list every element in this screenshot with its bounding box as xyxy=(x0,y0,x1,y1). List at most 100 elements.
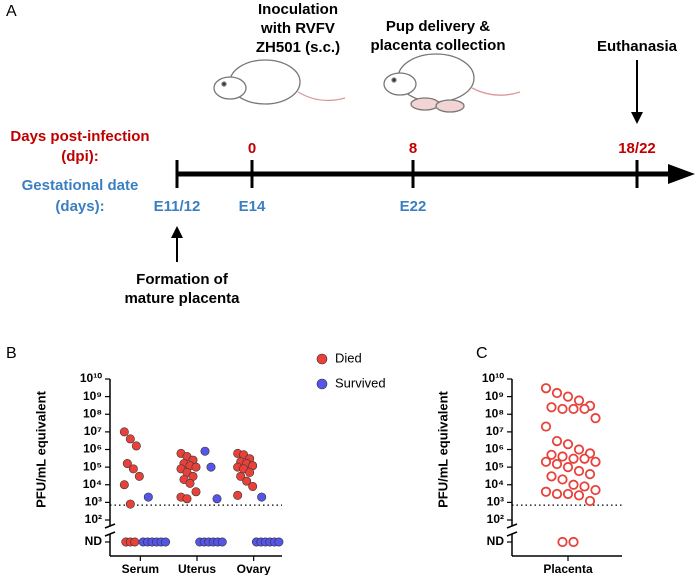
dpi-label-line: Days post-infection xyxy=(10,128,149,145)
note-line: Formation of xyxy=(136,271,229,288)
note-line: mature placenta xyxy=(124,290,240,307)
data-point xyxy=(119,480,129,490)
y-tick-label: 10⁵ xyxy=(485,459,504,473)
arrowhead xyxy=(631,112,643,124)
data-point xyxy=(540,421,552,432)
data-point xyxy=(242,476,252,486)
x-tick-label: Serum xyxy=(122,562,159,575)
y-tick-label: 10⁷ xyxy=(84,424,102,438)
axis-break xyxy=(104,523,116,529)
data-point xyxy=(540,486,552,497)
y-tick-label: 10⁹ xyxy=(485,389,504,403)
data-point xyxy=(546,471,557,482)
nd-point xyxy=(161,537,171,547)
nd-point xyxy=(568,536,579,548)
data-point xyxy=(579,403,590,415)
x-tick-label: Ovary xyxy=(237,562,271,575)
data-point xyxy=(119,427,129,437)
gestation-value: E14 xyxy=(239,198,266,215)
x-tick-label: Uterus xyxy=(178,562,216,575)
nd-point xyxy=(217,537,227,547)
axis-break xyxy=(506,523,518,529)
y-axis-label: PFU/mL equivalent xyxy=(435,390,450,507)
data-point xyxy=(573,490,585,501)
data-point xyxy=(551,458,563,470)
dpi-value: 0 xyxy=(248,140,256,157)
data-point xyxy=(557,474,568,485)
legend-marker xyxy=(316,378,328,390)
data-point xyxy=(185,478,195,488)
data-point xyxy=(248,481,258,491)
y-tick-label: 10² xyxy=(85,512,102,526)
data-point xyxy=(191,462,201,472)
data-point xyxy=(134,471,144,481)
y-tick-label: 10² xyxy=(487,512,504,526)
data-point xyxy=(557,451,568,462)
nd-point xyxy=(130,537,140,547)
data-point xyxy=(562,488,574,500)
data-point xyxy=(540,383,552,394)
y-tick-label: 10⁵ xyxy=(83,459,102,473)
data-point xyxy=(546,402,557,413)
data-point xyxy=(568,479,579,490)
data-point xyxy=(584,495,596,507)
y-axis-label: PFU/mL equivalent xyxy=(33,390,48,507)
data-point xyxy=(245,467,255,477)
gestation-label: Gestational date (days): xyxy=(22,177,139,215)
event-label: Pup delivery & placenta collection xyxy=(370,18,505,54)
data-point xyxy=(236,471,246,481)
data-point xyxy=(590,456,601,467)
gestation-label-line: Gestational date xyxy=(22,177,139,194)
data-point xyxy=(131,441,141,451)
y-tick-label: 10⁴ xyxy=(83,477,102,491)
arrowhead xyxy=(668,164,695,184)
data-point xyxy=(551,435,563,447)
panel-label: C xyxy=(476,345,488,362)
legend-marker xyxy=(316,353,328,365)
data-point xyxy=(579,453,590,464)
data-point xyxy=(590,484,601,496)
y-tick-label: 10⁸ xyxy=(83,406,102,420)
data-point xyxy=(546,449,557,460)
axis-break xyxy=(104,531,116,537)
y-tick-label: 10³ xyxy=(85,495,102,509)
legend-label: Died xyxy=(335,350,362,365)
data-point xyxy=(562,391,574,402)
y-tick-label: 10⁴ xyxy=(485,477,504,491)
y-tick-label: 10¹⁰ xyxy=(80,371,102,385)
dpi-value: 8 xyxy=(409,140,417,157)
data-point xyxy=(122,459,132,469)
y-tick-label: 10⁹ xyxy=(83,389,102,403)
data-point xyxy=(573,444,585,455)
arrowhead xyxy=(171,226,183,238)
data-point xyxy=(125,499,135,509)
data-point xyxy=(568,403,579,415)
data-point xyxy=(557,403,568,415)
nd-label: ND xyxy=(85,534,103,548)
data-point xyxy=(551,387,563,399)
data-point xyxy=(182,494,192,504)
data-point xyxy=(257,492,267,502)
data-point xyxy=(206,462,216,472)
data-point xyxy=(143,492,153,502)
data-point xyxy=(562,439,574,450)
data-point xyxy=(200,446,210,456)
data-point xyxy=(125,434,135,444)
event-label: Euthanasia xyxy=(597,38,678,55)
data-point xyxy=(573,395,585,406)
data-point xyxy=(584,469,596,480)
y-tick-label: 10⁷ xyxy=(486,424,504,438)
nd-point xyxy=(557,536,568,548)
data-point xyxy=(212,494,222,504)
panel-label: A xyxy=(6,3,17,20)
timeline-ticks xyxy=(175,160,639,188)
gestation-label-line: (days): xyxy=(55,198,104,215)
data-point xyxy=(128,464,138,474)
dpi-value: 18/22 xyxy=(618,140,656,157)
dpi-label: Days post-infection (dpi): xyxy=(10,128,149,165)
data-point xyxy=(568,453,579,464)
rat-drawing xyxy=(213,53,521,113)
data-point xyxy=(540,456,552,467)
y-tick-label: 10⁶ xyxy=(83,442,102,456)
